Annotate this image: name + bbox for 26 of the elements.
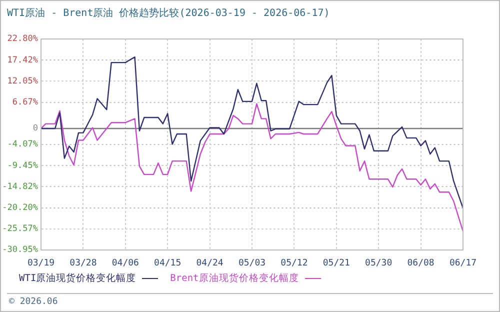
- x-tick-label: 06/17: [449, 258, 477, 269]
- x-tick-label: 05/21: [322, 258, 350, 269]
- x-tick-label: 05/30: [365, 258, 392, 269]
- y-tick-label: 12.05%: [7, 76, 38, 86]
- y-tick-label: 0: [32, 124, 38, 134]
- y-tick-label: -9.45%: [7, 160, 38, 171]
- text: © 2026.06: [9, 297, 58, 307]
- y-tick-label: -20.20%: [2, 203, 38, 214]
- legend-label: Brent原油现货价格变化幅度: [170, 272, 299, 285]
- y-tick-label: -14.82%: [2, 182, 38, 192]
- chart-title: WTI原油 - Brent原油 价格趋势比较(2026-03-19 - 2026-06-17): [7, 6, 330, 20]
- x-tick-label: 05/03: [238, 258, 266, 269]
- legend-label: WTI原油现货价格变化幅度: [19, 272, 136, 285]
- x-tick-label: 05/12: [280, 258, 308, 269]
- x-tick-label: 04/15: [154, 258, 182, 269]
- x-tick-label: 04/06: [112, 258, 139, 269]
- y-tick-label: 6.67%: [12, 98, 38, 108]
- x-tick-label: 06/08: [407, 258, 434, 269]
- y-tick-label: -30.95%: [2, 245, 38, 256]
- x-tick-label: 04/24: [196, 258, 224, 269]
- x-tick-label: 03/28: [70, 258, 97, 269]
- y-tick-label: -4.07%: [7, 140, 38, 150]
- x-tick-label: 03/19: [27, 258, 55, 269]
- y-tick-label: -25.57%: [2, 224, 38, 234]
- y-tick-label: 22.80%: [7, 34, 38, 44]
- y-tick-label: 17.42%: [7, 55, 38, 66]
